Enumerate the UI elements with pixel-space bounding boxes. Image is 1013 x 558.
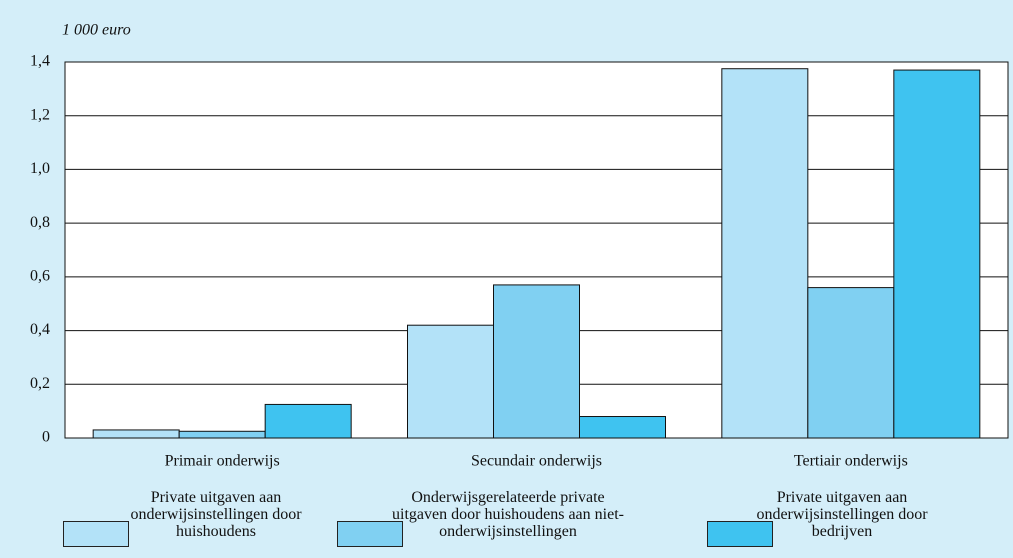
y-tick-label: 0,6	[30, 268, 50, 285]
y-axis-label: 1 000 euro	[62, 22, 131, 39]
y-tick-label: 0,8	[30, 214, 50, 231]
bar	[407, 324, 494, 439]
legend-swatch	[63, 521, 129, 547]
bar	[178, 430, 266, 439]
legend-label: Private uitgaven aan onderwijsinstelling…	[756, 489, 928, 540]
bar	[893, 69, 981, 439]
legend-swatch	[707, 521, 773, 547]
y-tick-label: 0,2	[30, 375, 50, 392]
legend-label: Private uitgaven aan onderwijsinstelling…	[130, 489, 302, 540]
bar	[807, 287, 895, 439]
x-tick-label: Secundair onderwijs	[471, 453, 602, 470]
bar	[92, 429, 180, 439]
legend-swatch	[337, 521, 403, 547]
bar	[579, 416, 666, 439]
x-tick-label: Tertiair onderwijs	[794, 453, 908, 470]
y-tick-label: 0	[42, 429, 50, 446]
bar	[264, 403, 352, 439]
y-tick-label: 1,2	[30, 106, 50, 123]
legend-label: Onderwijsgerelateerde private uitgaven d…	[392, 489, 624, 540]
x-tick-label: Primair onderwijs	[165, 453, 280, 470]
bar	[721, 68, 809, 439]
y-tick-label: 1,0	[30, 160, 50, 177]
plot-border	[64, 61, 1009, 439]
y-tick-label: 0,4	[30, 321, 50, 338]
y-tick-label: 1,4	[30, 53, 50, 70]
bar	[493, 284, 580, 439]
